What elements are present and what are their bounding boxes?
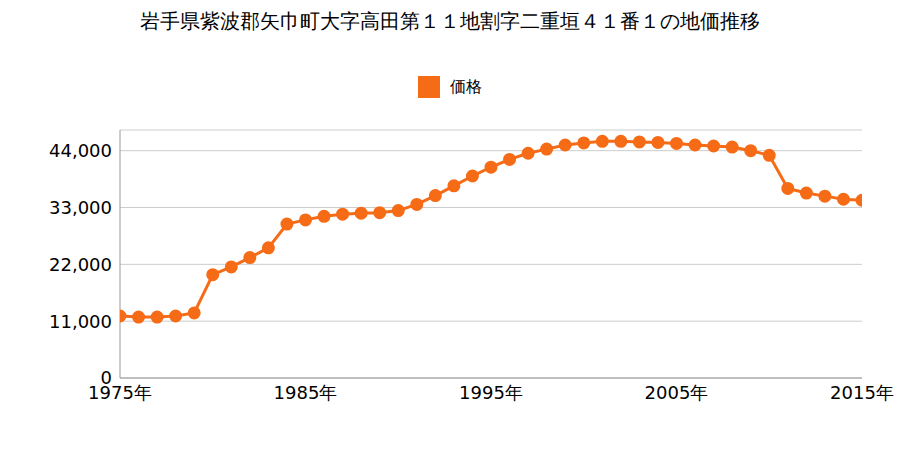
svg-text:44,000: 44,000 <box>49 140 112 161</box>
svg-text:33,000: 33,000 <box>49 197 112 218</box>
svg-text:0: 0 <box>101 367 112 388</box>
html-text:価格: 価格 <box>450 76 482 96</box>
svg-text:11,000: 11,000 <box>49 311 112 332</box>
svg-text:1975年: 1975年 <box>88 382 152 403</box>
svg-text:1985年: 1985年 <box>274 382 338 403</box>
svg-text:2005年: 2005年 <box>645 382 709 403</box>
svg-text:2015年: 2015年 <box>830 382 892 403</box>
svg-text:1995年: 1995年 <box>459 382 523 403</box>
svg-text:22,000: 22,000 <box>49 254 112 275</box>
html-text:岩手県紫波郡矢巾町大字高田第１１地割字二重垣４１番１の地価推: 岩手県紫波郡矢巾町大字高田第１１地割字二重垣４１番１の地価推移 <box>140 9 760 33</box>
